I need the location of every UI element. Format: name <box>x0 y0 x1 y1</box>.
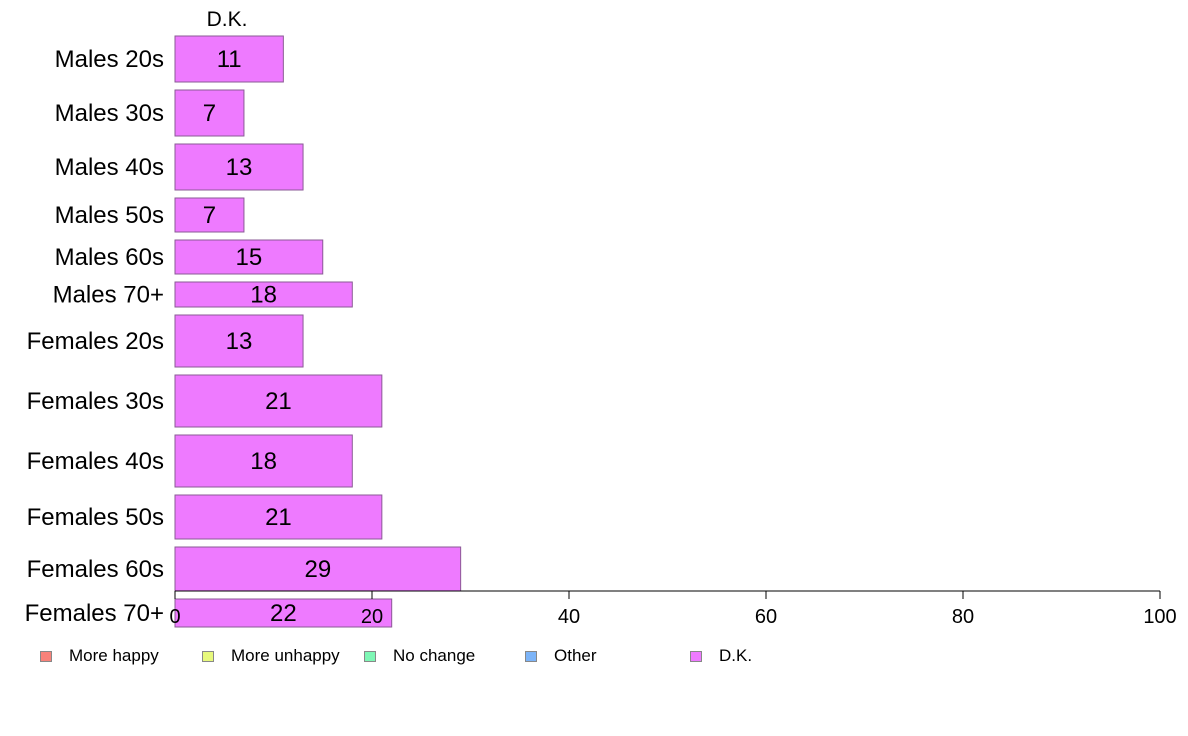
bar-females-50s-d-k- <box>174 494 383 540</box>
data-label-males-60s: 15 <box>236 244 263 271</box>
category-label-males-60s: Males 60s <box>55 244 164 271</box>
legend-swatch-more-unhappy <box>202 650 214 662</box>
legend-label-other: Other <box>554 646 597 665</box>
bar-females-60s-d-k- <box>174 546 462 592</box>
chart-title: D.K. <box>207 8 248 31</box>
legend-swatch-more-happy <box>40 650 52 662</box>
legend-label-more-unhappy: More unhappy <box>231 646 340 665</box>
category-label-females-70plus: Females 70+ <box>25 600 164 627</box>
category-label-females-50s: Females 50s <box>27 504 164 531</box>
data-label-males-70plus: 18 <box>250 282 277 309</box>
data-label-females-50s: 21 <box>265 504 292 531</box>
bar-males-20s-d-k- <box>174 35 284 83</box>
data-label-females-20s: 13 <box>226 328 253 355</box>
data-label-males-30s: 7 <box>203 100 216 127</box>
chart: D.K. 11 Males 20s 7 Males 30s 13 Males 40s 7 Ma… <box>25 8 1177 628</box>
x-tick-label-40: 40 <box>558 606 580 628</box>
category-label-males-70plus: Males 70+ <box>53 282 164 309</box>
bar-males-60s-d-k- <box>174 239 324 275</box>
legend-swatch-no-change <box>364 650 376 662</box>
x-tick-label-100: 100 <box>1143 606 1176 628</box>
x-tick-label-60: 60 <box>755 606 777 628</box>
data-label-males-20s: 11 <box>217 46 242 73</box>
bar-females-20s-d-k- <box>174 314 304 368</box>
bar-females-70plus-d-k- <box>174 598 393 628</box>
legend-item-d-k-: D.K. <box>690 646 752 666</box>
category-label-males-50s: Males 50s <box>55 202 164 229</box>
x-tick-label-20: 20 <box>361 606 383 628</box>
bar-females-30s-d-k- <box>174 374 383 428</box>
bar-males-40s-d-k- <box>174 143 304 191</box>
legend-label-d-k-: D.K. <box>719 646 753 665</box>
category-label-females-20s: Females 20s <box>27 328 164 355</box>
legend-label-no-change: No change <box>393 646 476 665</box>
bar-males-50s-d-k- <box>174 197 245 233</box>
legend-swatch-other <box>525 650 537 662</box>
x-tick-label-0: 0 <box>169 606 180 628</box>
x-tick-label-80: 80 <box>952 606 974 628</box>
chart-legend: More happy More unhappy No change Other D.K. <box>40 646 1140 666</box>
category-label-males-40s: Males 40s <box>55 154 164 181</box>
category-label-males-20s: Males 20s <box>55 46 164 73</box>
bar-males-30s-d-k- <box>174 89 245 137</box>
bar-males-70plus-d-k- <box>174 281 353 308</box>
data-label-females-30s: 21 <box>265 388 292 415</box>
data-label-females-40s: 18 <box>250 448 277 475</box>
data-label-females-70plus: 22 <box>270 600 297 627</box>
bar-females-40s-d-k- <box>174 434 353 488</box>
legend-item-more-unhappy: More unhappy <box>202 646 340 666</box>
legend-item-no-change: No change <box>364 646 475 666</box>
category-label-females-40s: Females 40s <box>27 448 164 475</box>
category-label-females-60s: Females 60s <box>27 556 164 583</box>
legend-item-other: Other <box>525 646 597 666</box>
legend-swatch-d-k- <box>690 650 702 662</box>
legend-item-more-happy: More happy <box>40 646 159 666</box>
data-label-females-60s: 29 <box>304 556 331 583</box>
legend-label-more-happy: More happy <box>69 646 159 665</box>
data-label-males-40s: 13 <box>226 154 253 181</box>
category-label-females-30s: Females 30s <box>27 388 164 415</box>
data-label-males-50s: 7 <box>203 202 216 229</box>
category-label-males-30s: Males 30s <box>55 100 164 127</box>
